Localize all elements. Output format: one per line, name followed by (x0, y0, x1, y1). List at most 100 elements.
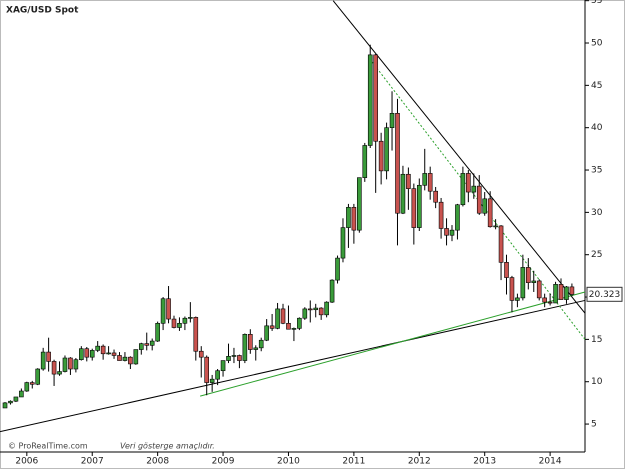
candle-body (128, 356, 133, 365)
candle-body (237, 355, 242, 361)
candle-body (275, 308, 280, 329)
x-tick-label: 2010 (277, 457, 300, 467)
candle-body (569, 286, 575, 295)
candle-body (553, 284, 558, 304)
candle-body (198, 350, 204, 358)
chart-title: XAG/USD Spot (6, 6, 79, 16)
candle-body (395, 112, 400, 214)
candle-body (89, 350, 95, 358)
candle-body (466, 173, 471, 193)
x-tick-label: 2011 (342, 457, 365, 467)
candle-body (242, 334, 248, 361)
candle-body (220, 360, 226, 372)
candle-body (564, 286, 569, 300)
candle-body (79, 348, 84, 361)
candle-body (253, 347, 259, 350)
candle-body (493, 225, 498, 228)
candle-body (188, 317, 193, 319)
candle-body (51, 361, 57, 375)
candle-body (340, 227, 346, 259)
candle-body (291, 328, 297, 330)
x-tick-label: 2012 (408, 457, 431, 467)
candle-body (482, 198, 488, 214)
candle-body (302, 308, 308, 319)
candle-body (264, 325, 269, 341)
candle-body (558, 284, 564, 300)
y-tick-label: 10 (591, 377, 603, 387)
candle-body (416, 184, 422, 228)
candle-body (455, 204, 460, 231)
candle-body (438, 201, 444, 229)
candle-body (193, 317, 199, 352)
candle-body (498, 225, 504, 263)
candle-body (378, 140, 384, 172)
candle-body (318, 307, 324, 316)
y-tick-label: 40 (591, 123, 603, 133)
candle-body (2, 402, 8, 409)
candle-body (46, 351, 51, 362)
candle-body (373, 54, 378, 142)
candle-body (460, 173, 466, 206)
candle-body (24, 382, 30, 392)
y-tick-label: 45 (591, 81, 602, 91)
candle-body (19, 390, 24, 398)
candle-body (73, 359, 79, 370)
candle-body (411, 188, 417, 228)
candle-body (29, 382, 35, 385)
candle-body (324, 301, 329, 316)
candle-body (542, 297, 547, 303)
candle-body (160, 298, 166, 324)
candle-body (62, 357, 68, 372)
candle-body (536, 280, 542, 299)
y-tick-label: 25 (591, 250, 602, 260)
candle-body (351, 206, 357, 231)
candle-body (280, 308, 286, 324)
candle-body (346, 206, 351, 228)
candle-body (171, 318, 177, 328)
y-tick-label: 50 (591, 39, 603, 49)
candle-body (313, 307, 319, 311)
candle-body (138, 343, 144, 350)
candle-body (106, 352, 111, 355)
candle-body (384, 127, 389, 172)
candle-body (133, 349, 139, 365)
candle-body (427, 173, 433, 192)
candle-body (40, 351, 46, 370)
y-tick-label: 55 (591, 0, 602, 6)
candle-body (307, 308, 313, 311)
candle-body (258, 339, 264, 349)
candle-body (149, 340, 155, 346)
candle-body (155, 322, 160, 342)
candle-body (286, 322, 291, 330)
candle-body (400, 173, 406, 214)
candle-body (226, 356, 231, 361)
candle-body (449, 229, 455, 236)
candle-body (444, 228, 449, 236)
candle-body (433, 190, 438, 203)
candle-body (68, 357, 73, 370)
y-tick-label: 35 (591, 166, 602, 176)
candle-body (204, 356, 210, 383)
x-tick-label: 2009 (212, 457, 235, 467)
watermark: © ProRealTime.com (8, 442, 88, 451)
candle-body (35, 368, 41, 385)
x-tick-label: 2006 (15, 457, 38, 467)
candle-body (57, 371, 62, 375)
candle-body (531, 280, 537, 283)
candle-body (84, 348, 90, 358)
candle-body (357, 177, 362, 231)
x-tick-label: 2013 (473, 457, 496, 467)
candle-body (487, 198, 493, 228)
candle-body (122, 356, 128, 361)
note: Veri gösterge amaçlıdır. (120, 442, 215, 451)
candle-body (95, 345, 100, 351)
candle-body (406, 173, 411, 189)
trendline (0, 299, 586, 433)
candle-body (182, 317, 188, 324)
y-tick-label: 30 (591, 208, 603, 218)
x-tick-label: 2014 (539, 457, 562, 467)
candle-body (422, 173, 428, 186)
candle-body (504, 262, 509, 278)
